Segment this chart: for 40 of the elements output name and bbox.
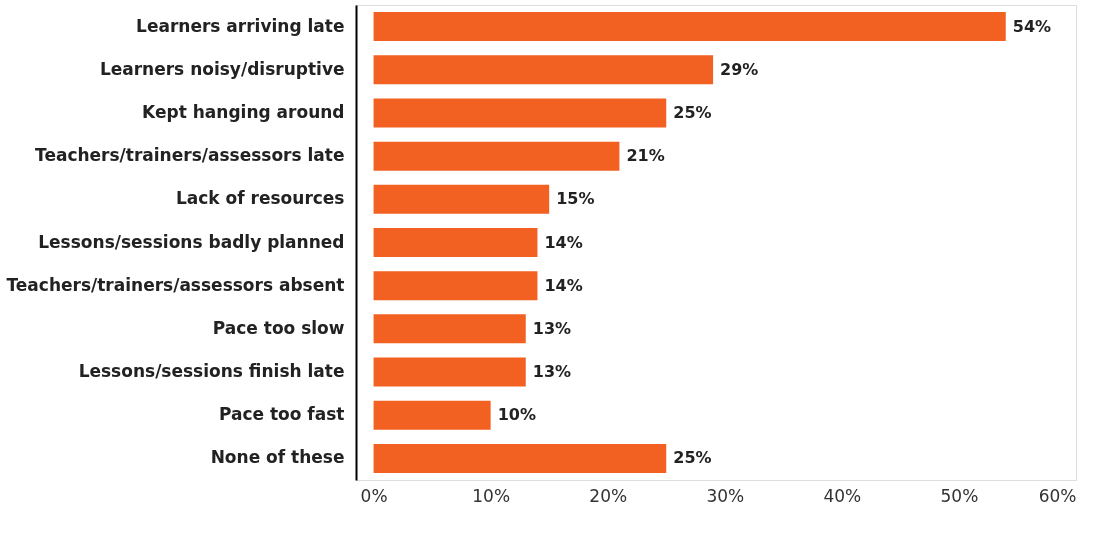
bar — [373, 357, 526, 387]
bar — [373, 12, 1006, 42]
data-label: 54% — [1012, 16, 1052, 36]
data-label: 25% — [673, 448, 712, 468]
bar — [373, 314, 526, 344]
y-tick-label: Learners arriving late — [136, 15, 345, 36]
data-label: 14% — [544, 275, 583, 295]
y-tick-label: Kept hanging around — [142, 101, 345, 122]
y-tick-label: Lack of resources — [175, 188, 345, 209]
bar — [373, 443, 667, 473]
y-tick-label: Teachers/trainers/assessors late — [35, 145, 345, 166]
data-label: 21% — [626, 146, 665, 166]
x-tick-label: 10% — [472, 485, 511, 506]
y-tick-label: Learners noisy/disruptive — [99, 58, 345, 79]
x-tick-label: 20% — [589, 485, 628, 506]
y-tick-label: Teachers/trainers/assessors absent — [6, 274, 345, 295]
data-label: 10% — [497, 405, 536, 425]
y-tick-label: Lessons/sessions finish late — [78, 361, 345, 382]
bar — [373, 55, 714, 85]
x-tick-label: 40% — [823, 485, 862, 506]
data-label: 29% — [720, 59, 759, 79]
bar — [373, 400, 491, 430]
data-label: 13% — [532, 318, 572, 338]
data-label: 13% — [532, 362, 572, 382]
bar — [373, 271, 538, 301]
bar — [373, 141, 620, 171]
bar — [373, 184, 550, 214]
x-tick-label: 50% — [940, 485, 979, 506]
y-tick-label: Pace too slow — [212, 317, 345, 338]
data-label: 15% — [556, 189, 595, 209]
y-tick-label: None of these — [210, 447, 345, 468]
x-tick-label: 60% — [1038, 485, 1077, 506]
data-label: 25% — [673, 102, 712, 122]
x-tick-label: 0% — [360, 485, 388, 506]
bar — [373, 98, 667, 128]
x-tick-label: 30% — [706, 485, 745, 506]
data-label: 14% — [544, 232, 583, 252]
bar — [373, 228, 538, 257]
y-tick-label: Lessons/sessions badly planned — [38, 231, 345, 252]
y-tick-label: Pace too fast — [218, 404, 345, 425]
